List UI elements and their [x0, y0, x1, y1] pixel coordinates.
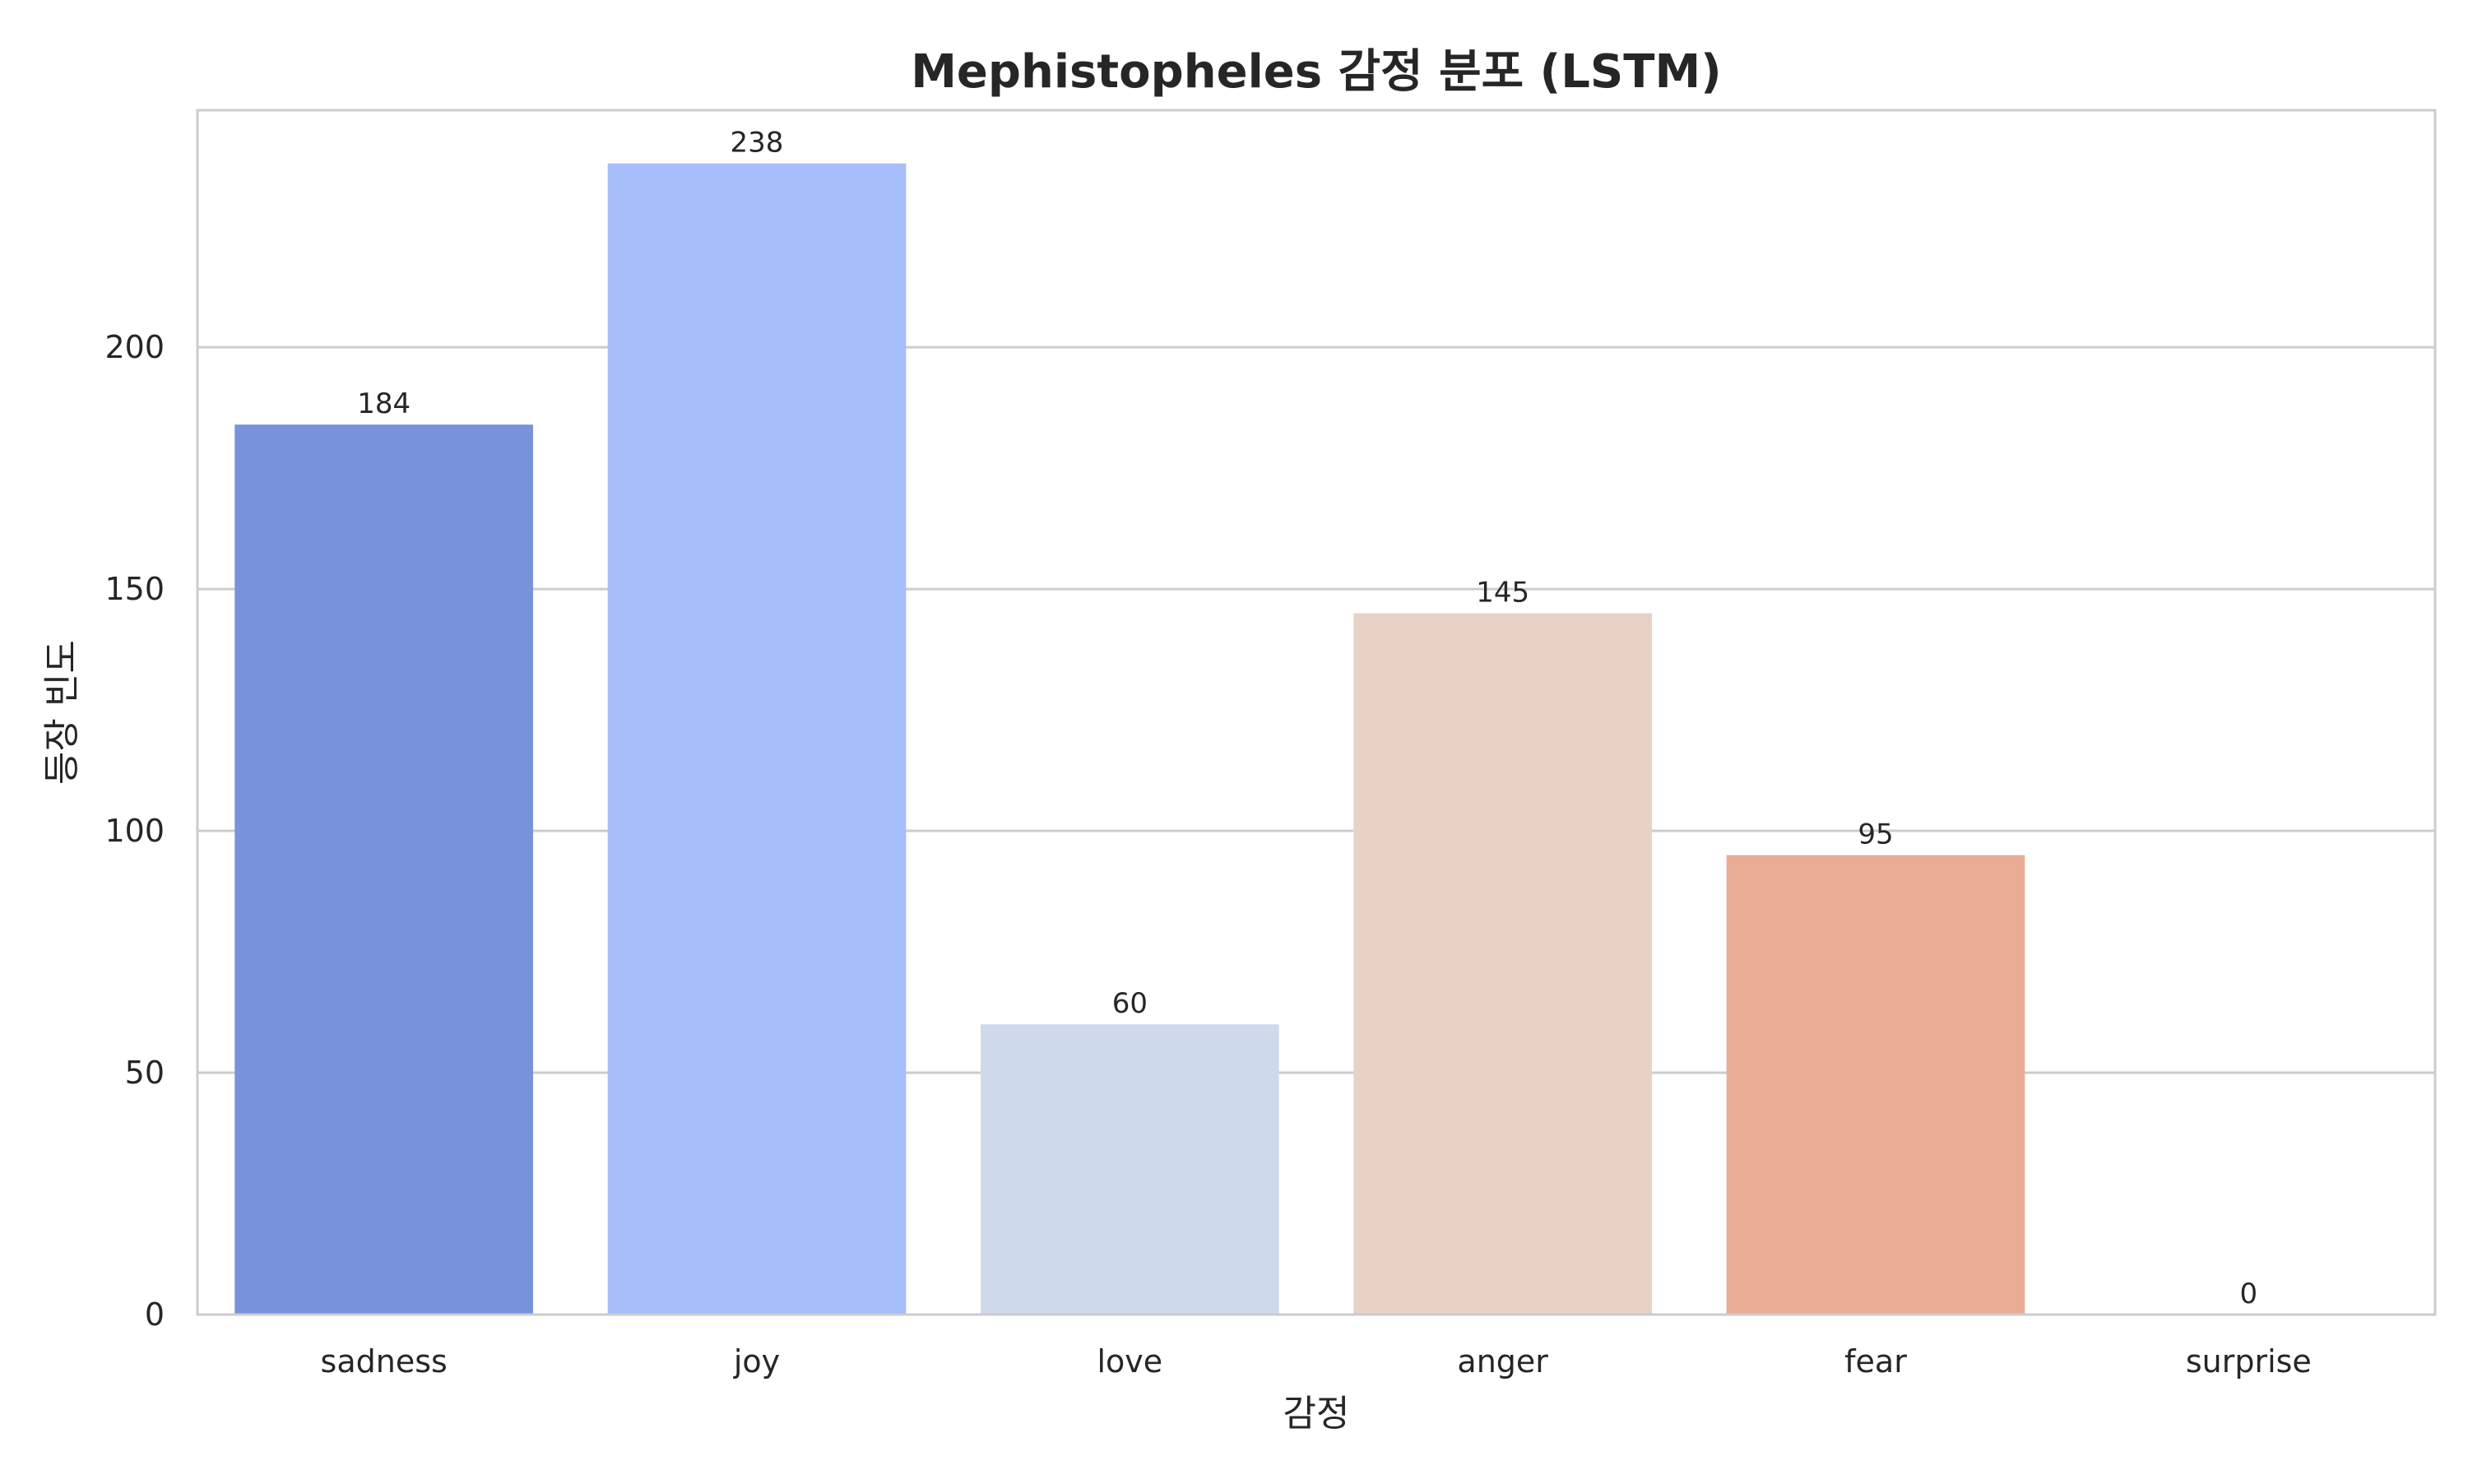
y-tick-label: 50	[125, 1055, 165, 1091]
x-tick-labels: sadness joy love anger fear surprise	[321, 1343, 2312, 1380]
data-labels: 184 238 60 145 95 0	[357, 127, 2257, 1310]
x-tick-label: surprise	[2186, 1343, 2312, 1380]
data-label-love: 60	[1112, 987, 1148, 1020]
data-label-surprise: 0	[2240, 1278, 2258, 1310]
data-label-joy: 238	[731, 127, 784, 160]
y-axis-label: 등장 빈도	[41, 640, 83, 785]
y-tick-label: 100	[104, 813, 165, 849]
plot-background	[197, 110, 2435, 1315]
bar-love	[981, 1024, 1279, 1315]
data-label-fear: 95	[1858, 818, 1893, 851]
x-tick-label: joy	[733, 1343, 780, 1380]
x-axis-label: 감정	[1283, 1393, 1350, 1435]
y-tick-label: 200	[104, 329, 165, 365]
y-tick-label: 0	[145, 1296, 165, 1333]
bars	[234, 163, 2025, 1315]
data-label-sadness: 184	[357, 387, 411, 420]
plot-frame	[196, 109, 2437, 1316]
grid-lines	[197, 345, 2435, 1074]
data-label-anger: 145	[1476, 576, 1529, 609]
x-tick-label: anger	[1457, 1343, 1548, 1380]
chart-title: Mephistopheles 감정 분포 (LSTM)	[911, 45, 1722, 99]
bar-fear	[1726, 855, 2025, 1315]
x-tick-label: fear	[1844, 1343, 1907, 1380]
y-tick-labels: 0 50 100 150 200	[104, 329, 165, 1333]
bar-sadness	[234, 424, 533, 1315]
x-tick-label: sadness	[321, 1343, 448, 1380]
bar-anger	[1353, 613, 1652, 1315]
bar-joy	[607, 163, 907, 1315]
y-tick-label: 150	[104, 571, 165, 607]
x-tick-label: love	[1097, 1343, 1162, 1380]
